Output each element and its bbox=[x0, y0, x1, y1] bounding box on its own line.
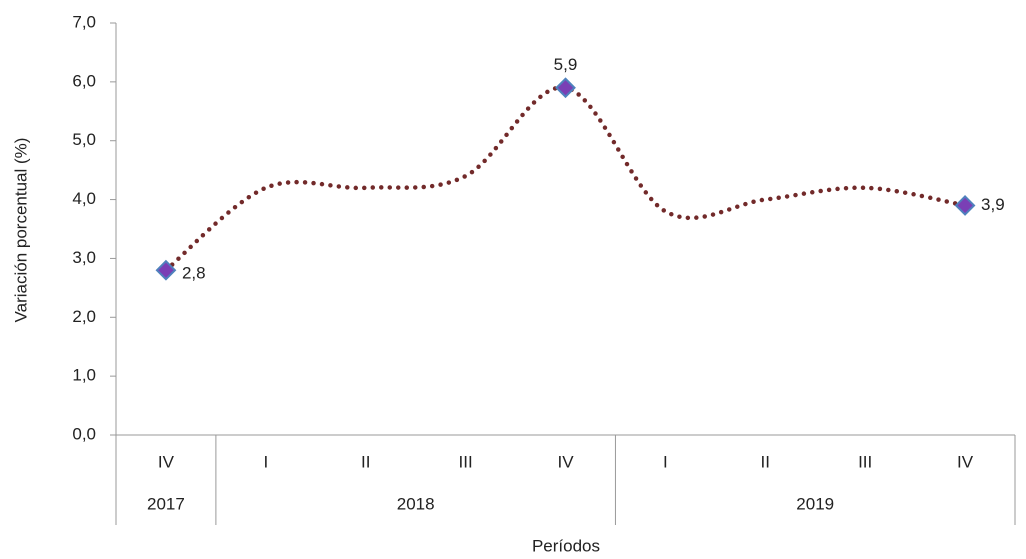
x-tick-label: IV bbox=[957, 452, 974, 471]
x-tick-label: I bbox=[263, 452, 268, 471]
group-label: 2019 bbox=[796, 494, 834, 513]
y-tick-label: 1,0 bbox=[72, 366, 96, 385]
data-label: 2,8 bbox=[182, 264, 206, 283]
marker bbox=[555, 77, 576, 99]
x-tick-label: IV bbox=[158, 452, 175, 471]
x-tick-label: IV bbox=[557, 452, 574, 471]
x-tick-label: III bbox=[858, 452, 872, 471]
y-tick-label: 4,0 bbox=[72, 189, 96, 208]
y-tick-label: 5,0 bbox=[72, 130, 96, 149]
x-tick-label: III bbox=[459, 452, 473, 471]
x-tick-label: I bbox=[663, 452, 668, 471]
y-axis-title: Variación porcentual (%) bbox=[11, 138, 30, 323]
data-label: 3,9 bbox=[981, 195, 1005, 214]
data-label: 5,9 bbox=[554, 55, 578, 74]
y-tick-label: 6,0 bbox=[72, 71, 96, 90]
y-tick-label: 3,0 bbox=[72, 248, 96, 267]
x-tick-label: II bbox=[361, 452, 370, 471]
line bbox=[163, 85, 968, 273]
marker bbox=[954, 195, 976, 216]
y-tick-label: 0,0 bbox=[72, 424, 96, 443]
x-axis-title: Períodos bbox=[532, 536, 600, 555]
group-label: 2018 bbox=[397, 494, 435, 513]
x-tick-label: II bbox=[761, 452, 770, 471]
group-label: 2017 bbox=[147, 494, 185, 513]
y-tick-label: 7,0 bbox=[72, 12, 96, 31]
marker bbox=[155, 259, 177, 281]
y-tick-label: 2,0 bbox=[72, 307, 96, 326]
